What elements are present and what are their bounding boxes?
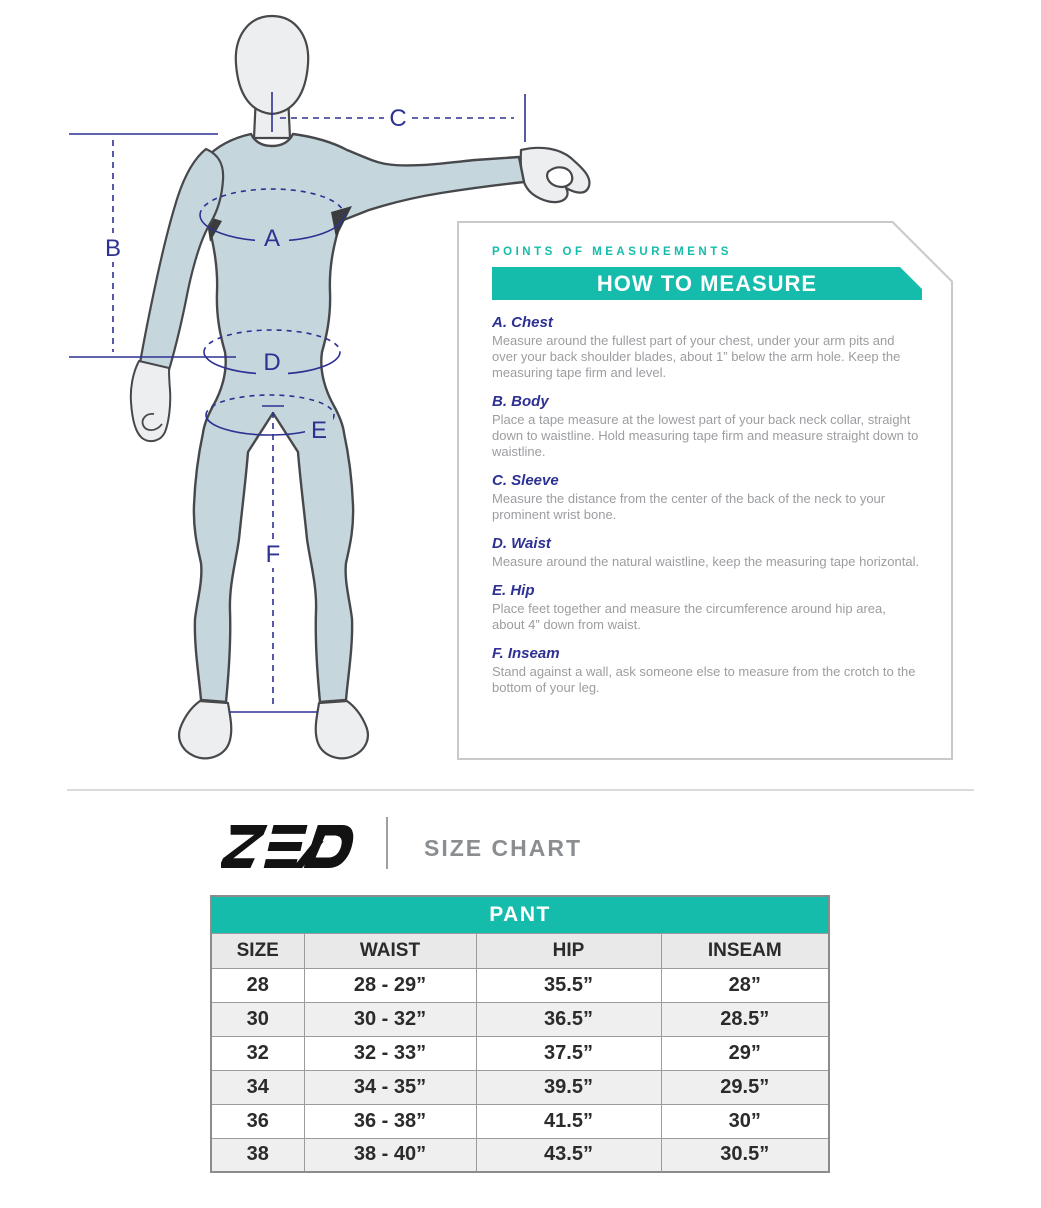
mannequin-figure [129,14,591,760]
mannequin-left-hand [129,360,172,443]
section-waist: D. Waist Measure around the natural wais… [492,535,920,570]
cell-inseam: 29.5” [660,1069,830,1105]
cell-waist: 30 - 32” [303,1001,477,1037]
cell-waist: 28 - 29” [303,967,477,1003]
section-hip: E. Hip Place feet together and measure t… [492,582,920,633]
section-body: Place a tape measure at the lowest part … [492,412,919,459]
mannequin-left-hand-finger-curl [141,413,163,432]
cell-hip: 37.5” [475,1035,662,1071]
page-title: SIZE CHART [424,835,582,861]
cell-size: 30 [210,1001,305,1037]
how-to-measure-banner: HOW TO MEASURE [492,267,922,300]
section-body: Measure around the fullest part of your … [492,333,901,380]
cell-inseam: 29” [660,1035,830,1071]
section-title: C. Sleeve [492,472,559,489]
mannequin-left-arm [138,147,225,372]
section-body: Place feet together and measure the circ… [492,601,886,632]
logo-letter-e-bar2 [267,842,303,851]
cell-size: 34 [210,1069,305,1105]
measurement-diagram: C B A D E F [69,14,591,760]
section-body-length: B. Body Place a tape measure at the lowe… [492,393,920,460]
cell-hip: 41.5” [475,1103,662,1139]
measure-label-c: C [389,105,406,132]
cell-waist: 36 - 38” [303,1103,477,1139]
panel-eyebrow: POINTS OF MEASUREMENTS [492,246,732,258]
section-title: B. Body [492,393,549,410]
section-chest: A. Chest Measure around the fullest part… [492,314,920,381]
section-body: Measure the distance from the center of … [492,491,886,522]
mannequin-left-foot [177,699,233,760]
mannequin-body [192,132,526,704]
section-inseam: F. Inseam Stand against a wall, ask some… [492,645,920,696]
pant-size-table: PANT SIZE WAIST HIP INSEAM 28 28 - 29” 3… [210,895,831,1173]
logo-letter-e-bar1 [271,825,308,834]
section-title: A. Chest [492,314,553,331]
cell-hip: 36.5” [475,1001,662,1037]
measurement-annotations: C B A D E F [69,92,526,713]
banner-title: HOW TO MEASURE [596,270,818,296]
col-header-inseam: INSEAM [660,932,830,969]
cell-size: 38 [210,1137,305,1173]
e-hip-ellipse-top [205,394,335,416]
a-chest-ellipse-top [199,188,345,216]
cell-size: 28 [210,967,305,1003]
cell-inseam: 28.5” [660,1001,830,1037]
logo-letter-e-bar3 [263,859,298,868]
cell-hip: 39.5” [475,1069,662,1105]
mannequin-right-hand-thumb-notch [546,166,574,188]
logo-letter-o [303,825,354,868]
measure-label-a: A [264,225,280,252]
d-waist-ellipse-top [203,329,341,353]
section-body: Stand against a wall, ask someone else t… [492,664,916,695]
table-title: PANT [210,895,830,934]
table-row: 36 36 - 38” 41.5” 30” [210,1103,830,1139]
cell-waist: 34 - 35” [303,1069,477,1105]
section-title: E. Hip [492,582,535,599]
mannequin-right-foot [314,699,370,760]
cell-inseam: 28” [660,967,830,1003]
cell-waist: 38 - 40” [303,1137,477,1173]
measure-label-b: B [105,235,121,262]
col-header-hip: HIP [475,932,662,969]
horizontal-divider [67,789,974,791]
measure-label-e: E [311,417,327,444]
table-row: 38 38 - 40” 43.5” 30.5” [210,1137,830,1173]
measure-label-d: D [263,349,280,376]
measure-label-f: F [266,541,281,568]
zero-logo: ZERO [221,825,354,868]
cell-hip: 43.5” [475,1137,662,1173]
cell-size: 36 [210,1103,305,1139]
section-title: D. Waist [492,535,551,552]
cell-hip: 35.5” [475,967,662,1003]
cell-waist: 32 - 33” [303,1035,477,1071]
col-header-size: SIZE [210,932,305,969]
table-row: 30 30 - 32” 36.5” 28.5” [210,1001,830,1037]
col-header-waist: WAIST [303,932,477,969]
table-row: 34 34 - 35” 39.5” 29.5” [210,1069,830,1105]
section-sleeve: C. Sleeve Measure the distance from the … [492,472,920,523]
cell-inseam: 30.5” [660,1137,830,1173]
logo-title-divider [386,817,388,869]
section-title: F. Inseam [492,645,560,662]
cell-inseam: 30” [660,1103,830,1139]
cell-size: 32 [210,1035,305,1071]
section-body: Measure around the natural waistline, ke… [492,554,920,569]
logo-letter-z [221,825,268,868]
panel-face [459,223,951,758]
table-row: 28 28 - 29” 35.5” 28” [210,967,830,1003]
how-to-measure-panel: POINTS OF MEASUREMENTS HOW TO MEASURE A.… [457,221,953,760]
table-row: 32 32 - 33” 37.5” 29” [210,1035,830,1071]
